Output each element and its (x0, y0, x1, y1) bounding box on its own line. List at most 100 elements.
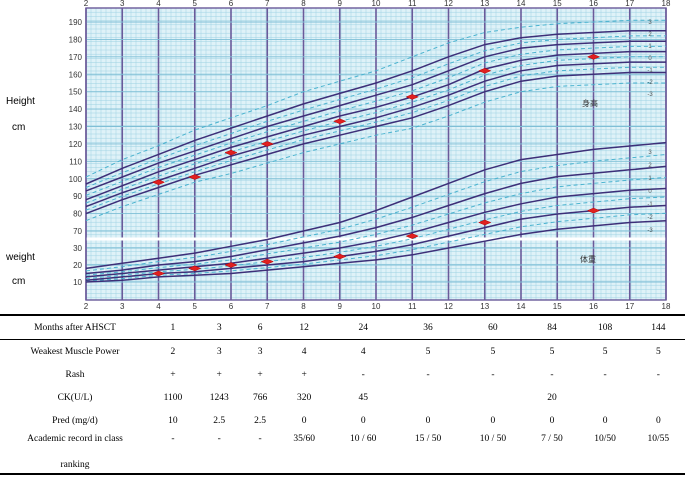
table-cell (632, 386, 685, 409)
height-reference-curve (85, 50, 666, 201)
month-cell: 6 (242, 314, 278, 340)
x-tick-label-top: 13 (480, 0, 489, 8)
weight-reference-curve (85, 220, 667, 283)
percentile-label: 3 (648, 150, 652, 156)
table-cell: 35/60 (293, 434, 315, 444)
height-tick-label: 150 (69, 88, 83, 97)
x-tick-label-top: 9 (338, 0, 343, 8)
table-cell: + (216, 369, 222, 380)
table-cell: + (301, 369, 307, 380)
table-cell: 5 (425, 346, 431, 357)
percentile-label: 1 (648, 44, 652, 50)
x-tick-label-bottom: 4 (156, 302, 161, 311)
x-tick-label-top: 17 (625, 0, 634, 8)
table-cell: 2.5 (213, 415, 226, 426)
table-cell: 0 (425, 415, 431, 426)
month-cell: 1 (150, 314, 196, 340)
x-tick-label-bottom: 6 (229, 302, 234, 311)
table-cell: 3 (257, 346, 263, 357)
x-tick-label-top: 3 (120, 0, 125, 8)
x-tick-label-top: 7 (265, 0, 270, 8)
patient-weight-marker (586, 207, 601, 214)
x-tick-label-bottom: 17 (625, 302, 634, 311)
table-cell: - (656, 369, 660, 380)
table-row: Academic record in class - - - 35/60 10 … (0, 432, 685, 456)
table-cell: 5 (549, 346, 555, 357)
height-tick-label: 190 (69, 18, 83, 27)
table-cell: 10/55 (647, 434, 670, 444)
table-row: Weakest Muscle Power 2 3 3 4 4 5 5 5 5 5 (0, 340, 685, 364)
height-tick-label: 170 (69, 53, 83, 62)
table-cell: 5 (602, 346, 608, 357)
table-cell: 4 (301, 346, 307, 357)
height-tick-label: 80 (73, 210, 82, 219)
x-tick-label-top: 2 (84, 0, 89, 8)
weight-reference-curve (85, 141, 667, 270)
height-tick-label: 100 (69, 175, 83, 184)
table-row: Rash + + + + - - - - - - (0, 363, 685, 386)
x-tick-label-bottom: 18 (662, 302, 671, 311)
table-cell: - (217, 434, 221, 444)
table-cell: 1243 (209, 392, 229, 403)
percentile-label: 0 (648, 56, 652, 62)
height-reference-curve (85, 29, 666, 185)
percentile-label: 2 (648, 32, 652, 38)
table-cell: + (170, 369, 176, 380)
height-tick-label: 180 (69, 35, 83, 44)
table-cell: - (426, 369, 430, 380)
x-tick-label-bottom: 13 (480, 302, 489, 311)
row-label: CK(U/L) (57, 392, 93, 403)
weight-axis-unit: cm (12, 276, 26, 287)
table-cell: 5 (655, 346, 661, 357)
table-cell: 10/50 (594, 434, 616, 444)
percentile-label: -3 (647, 92, 653, 98)
clinical-course-table: Months after AHSCT 1 3 6 12 24 36 60 84 … (0, 314, 685, 475)
percentile-label: -1 (647, 202, 653, 208)
x-tick-label-bottom: 8 (301, 302, 306, 311)
month-cell: 36 (395, 314, 461, 340)
table-cell: - (171, 434, 175, 444)
percentile-label: -3 (647, 228, 653, 234)
table-cell: 7 / 50 (541, 434, 563, 444)
row-label: Academic record in class (27, 434, 123, 444)
weight-tick-label: 30 (73, 244, 82, 253)
height-tick-label: 120 (69, 140, 83, 149)
patient-weight-marker (333, 253, 347, 260)
x-tick-label-top: 8 (301, 0, 306, 8)
table-row: CK(U/L) 1100 1243 766 320 45 20 (0, 386, 685, 409)
weight-tick-label: 10 (73, 278, 82, 287)
table-cell: - (550, 369, 554, 380)
x-tick-label-bottom: 3 (120, 302, 125, 311)
x-tick-label-bottom: 16 (589, 302, 598, 311)
weight-reference-curve (85, 165, 667, 275)
month-cell: 108 (578, 314, 632, 340)
patient-weight-marker (478, 219, 492, 226)
reference-curve-dashed (85, 45, 666, 196)
reference-curve-dashed (85, 66, 666, 211)
table-cell: 2 (170, 346, 176, 357)
x-tick-label-bottom: 12 (444, 302, 453, 311)
table-cell: 0 (602, 415, 608, 426)
percentile-label: -2 (647, 80, 653, 86)
reference-curve-dashed (85, 19, 666, 178)
x-tick-label-bottom: 14 (517, 302, 526, 311)
x-tick-label-bottom: 5 (193, 302, 198, 311)
table-cell: 45 (358, 392, 368, 403)
table-cell: 0 (655, 415, 661, 426)
month-cell: 84 (525, 314, 579, 340)
height-reference-curve (85, 71, 666, 215)
month-cell: 144 (631, 314, 685, 340)
plot-frame (85, 7, 667, 301)
height-tick-label: 160 (69, 70, 83, 79)
month-cell: 12 (277, 314, 331, 340)
patient-height-marker (478, 67, 492, 74)
reference-curve-dashed (85, 82, 666, 222)
row-label: Rash (65, 369, 85, 380)
patient-height-marker (405, 94, 419, 100)
patient-height-marker (188, 174, 202, 180)
percentile-label: -1 (647, 68, 653, 74)
height-tick-label: 70 (73, 227, 82, 236)
growth-chart-svg: 2 3 4 5 6 7 8 9 10 11 12 13 14 15 16 17 182 3 4 5 6 7 8 9 10 11 12… (69, 0, 671, 311)
patient-weight-marker (224, 262, 238, 268)
patient-weight-marker (260, 258, 274, 265)
